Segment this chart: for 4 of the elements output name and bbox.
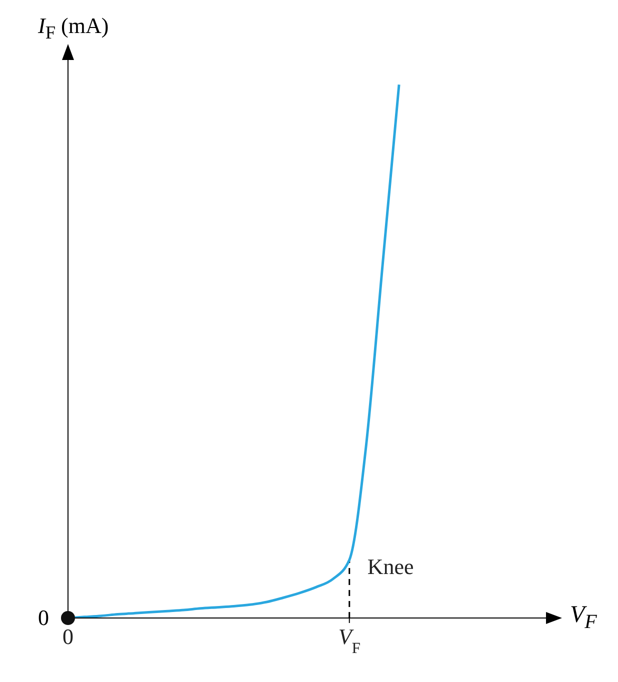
text: 0 [38, 605, 49, 631]
annotation: Knee [367, 554, 414, 579]
x-axis-title: V$_{F}$ [570, 602, 597, 634]
y-axis-title: I$_{F}$ (mA) [38, 13, 109, 44]
